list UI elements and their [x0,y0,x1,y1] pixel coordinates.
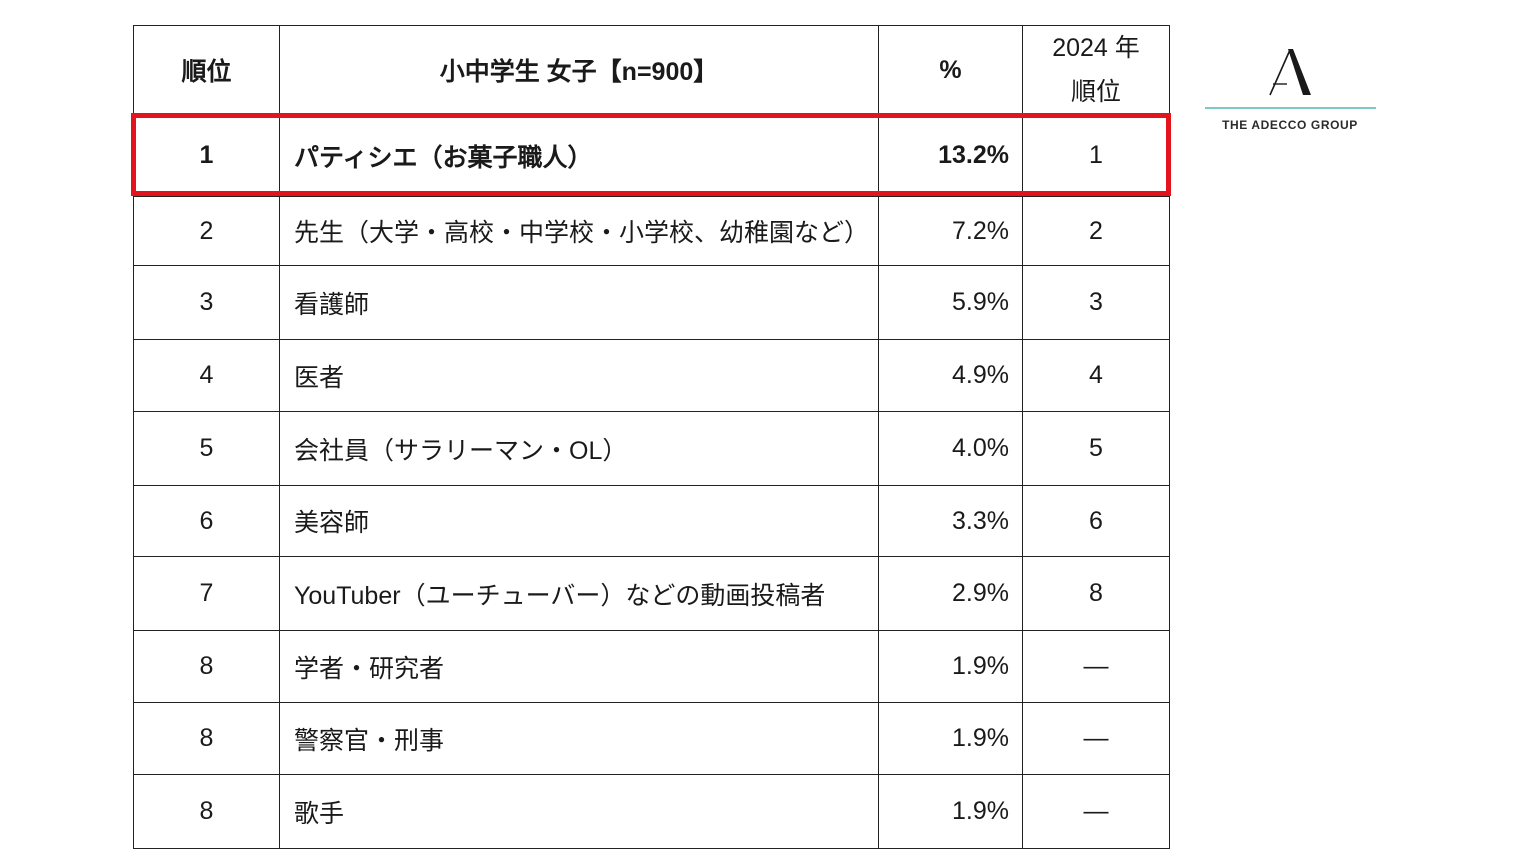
rank-cell: 8 [133,702,280,775]
table-body: 1 パティシエ（お菓子職人） 13.2% 1 2 先生（大学・高校・中学校・小学校、幼稚園… [133,114,1170,849]
logo-divider [1205,107,1376,109]
header-job: 小中学生 女子【n=900】 [279,25,879,115]
prev-rank-cell: 8 [1022,556,1170,631]
prev-rank-cell: ― [1022,774,1170,849]
table-header: 順位 小中学生 女子【n=900】 % 2024 年 順位 [133,25,1170,115]
table-row: 8 警察官・刑事 1.9% ― [133,702,1170,775]
job-cell: 看護師 [279,265,879,340]
logo-text: THE ADECCO GROUP [1222,118,1358,132]
header-prev-rank-label: 順位 [1070,78,1121,106]
table-row: 7 YouTuber（ユーチューバー）などの動画投稿者 2.9% 8 [133,556,1170,631]
table-row: 8 歌手 1.9% ― [133,774,1170,849]
percent-cell: 1.9% [878,630,1023,703]
job-cell: 医者 [279,339,879,412]
prev-rank-cell: 3 [1022,265,1170,340]
job-cell: YouTuber（ユーチューバー）などの動画投稿者 [279,556,879,631]
percent-cell: 13.2% [878,114,1023,197]
percent-cell: 7.2% [878,196,1023,266]
percent-cell: 4.9% [878,339,1023,412]
header-prev-rank: 2024 年 順位 [1022,25,1170,115]
header-prev-rank-year: 2024 年 [1052,34,1140,62]
table-row: 6 美容師 3.3% 6 [133,485,1170,557]
rank-cell: 6 [133,485,280,557]
rank-cell: 2 [133,196,280,266]
percent-cell: 1.9% [878,774,1023,849]
rank-cell: 5 [133,411,280,486]
prev-rank-cell: ― [1022,630,1170,703]
job-cell: 学者・研究者 [279,630,879,703]
table-row: 1 パティシエ（お菓子職人） 13.2% 1 [133,114,1170,197]
prev-rank-cell: ― [1022,702,1170,775]
percent-cell: 1.9% [878,702,1023,775]
table-row: 8 学者・研究者 1.9% ― [133,630,1170,703]
rank-cell: 8 [133,630,280,703]
table-row: 5 会社員（サラリーマン・OL） 4.0% 5 [133,411,1170,486]
company-logo: THE ADECCO GROUP [1200,44,1380,139]
percent-cell: 5.9% [878,265,1023,340]
rank-cell: 7 [133,556,280,631]
header-rank: 順位 [133,25,280,115]
rank-cell: 8 [133,774,280,849]
rank-cell: 4 [133,339,280,412]
percent-cell: 4.0% [878,411,1023,486]
percent-cell: 3.3% [878,485,1023,557]
table-row: 4 医者 4.9% 4 [133,339,1170,412]
header-percent: % [878,25,1023,115]
adecco-a-logo-icon [1269,49,1311,96]
prev-rank-cell: 1 [1022,114,1170,197]
job-cell: 先生（大学・高校・中学校・小学校、幼稚園など） [279,196,879,266]
header-row: 順位 小中学生 女子【n=900】 % 2024 年 順位 [133,25,1170,115]
table-row: 3 看護師 5.9% 3 [133,265,1170,340]
percent-cell: 2.9% [878,556,1023,631]
ranking-table: 順位 小中学生 女子【n=900】 % 2024 年 順位 1 パティシエ（お菓子… [133,25,1170,849]
prev-rank-cell: 4 [1022,339,1170,412]
job-cell: 警察官・刑事 [279,702,879,775]
job-cell: パティシエ（お菓子職人） [279,114,879,197]
table-row: 2 先生（大学・高校・中学校・小学校、幼稚園など） 7.2% 2 [133,196,1170,266]
job-cell: 美容師 [279,485,879,557]
prev-rank-cell: 5 [1022,411,1170,486]
rank-cell: 1 [133,114,280,197]
prev-rank-cell: 6 [1022,485,1170,557]
job-cell: 歌手 [279,774,879,849]
rank-cell: 3 [133,265,280,340]
job-cell: 会社員（サラリーマン・OL） [279,411,879,486]
prev-rank-cell: 2 [1022,196,1170,266]
